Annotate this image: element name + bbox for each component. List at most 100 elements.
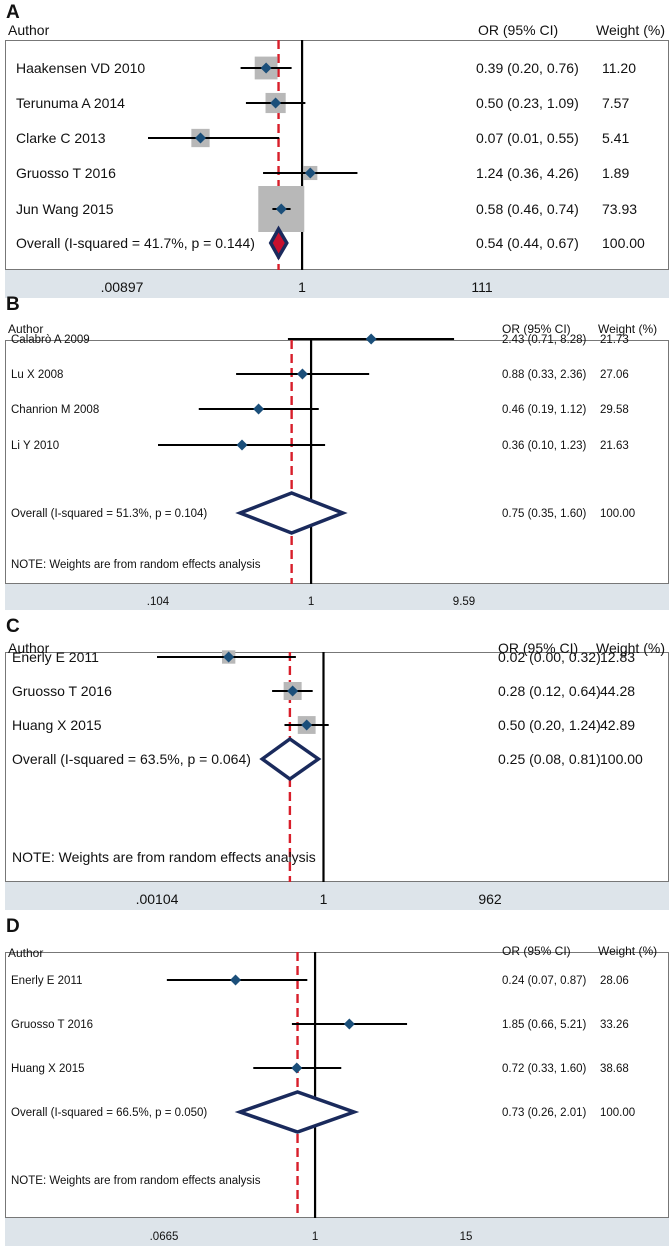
panel-letter: C bbox=[6, 616, 20, 637]
weight-label: 5.41 bbox=[602, 130, 629, 146]
ci-label: 0.88 (0.33, 2.36) bbox=[502, 369, 587, 381]
ci-label: 0.28 (0.12, 0.64) bbox=[498, 683, 601, 699]
forest-plot-svg: Calabrò A 2009 2.43 (0.71, 8.28) 21.73 Lu X… bbox=[11, 333, 635, 608]
tick-label: .00897 bbox=[101, 279, 144, 295]
overall-ci-label: 0.75 (0.35, 1.60) bbox=[502, 508, 587, 520]
overall-diamond bbox=[268, 225, 289, 261]
study-label: Jun Wang 2015 bbox=[16, 201, 114, 217]
point-estimate-marker bbox=[304, 167, 316, 179]
axis-bar bbox=[5, 584, 669, 610]
weights-note: NOTE: Weights are from random effects an… bbox=[12, 849, 316, 865]
tick-label: 962 bbox=[478, 891, 502, 907]
study-label: Gruosso T 2016 bbox=[16, 165, 116, 181]
plot-area bbox=[5, 652, 669, 882]
ci-label: 1.85 (0.66, 5.21) bbox=[502, 1019, 587, 1031]
panel-letter: A bbox=[6, 2, 20, 23]
weight-label: 12.83 bbox=[600, 649, 635, 665]
weight-header: Weight (%) bbox=[598, 322, 658, 336]
forest-panel-d: D Author OR (95% CI) Weight (%) Enerly E… bbox=[0, 912, 671, 1248]
study-label: Gruosso T 2016 bbox=[11, 1019, 93, 1031]
overall-label: Overall (I-squared = 51.3%, p = 0.104) bbox=[11, 508, 207, 520]
overall-label: Overall (I-squared = 41.7%, p = 0.144) bbox=[16, 235, 255, 251]
weights-note: NOTE: Weights are from random effects an… bbox=[11, 1175, 261, 1187]
study-label: Clarke C 2013 bbox=[16, 130, 106, 146]
ci-label: 0.50 (0.23, 1.09) bbox=[476, 95, 579, 111]
study-label: Enerly E 2011 bbox=[11, 975, 82, 987]
tick-label: 9.59 bbox=[453, 596, 475, 608]
axis-bar bbox=[5, 1218, 669, 1246]
study-label: Enerly E 2011 bbox=[12, 649, 99, 665]
tick-label: 1 bbox=[298, 279, 306, 295]
weight-label: 11.20 bbox=[602, 60, 636, 76]
point-estimate-marker bbox=[343, 1018, 355, 1030]
panel-letter: B bbox=[6, 294, 20, 315]
overall-ci-label: 0.73 (0.26, 2.01) bbox=[502, 1107, 587, 1119]
plot-area bbox=[5, 340, 669, 584]
weight-label: 7.57 bbox=[602, 95, 629, 111]
weight-label: 1.89 bbox=[602, 165, 629, 181]
ci-label: 0.72 (0.33, 1.60) bbox=[502, 1063, 587, 1075]
tick-label: 15 bbox=[460, 1231, 473, 1243]
forest-plot-svg: Enerly E 2011 0.02 (0.00, 0.32) 12.83 Gruos… bbox=[12, 649, 643, 907]
weight-label: 21.73 bbox=[600, 334, 629, 346]
overall-weight-label: 100.00 bbox=[600, 508, 635, 520]
study-label: Li Y 2010 bbox=[11, 440, 59, 452]
point-estimate-marker bbox=[230, 974, 242, 986]
ci-label: 0.46 (0.19, 1.12) bbox=[502, 404, 587, 416]
point-estimate-marker bbox=[236, 439, 248, 451]
plot-area bbox=[5, 40, 669, 270]
study-label: Huang X 2015 bbox=[11, 1063, 85, 1075]
point-estimate-marker bbox=[296, 368, 308, 380]
or-header: OR (95% CI) bbox=[502, 322, 571, 336]
ci-label: 0.50 (0.20, 1.24) bbox=[498, 717, 601, 733]
overall-ci-label: 0.54 (0.44, 0.67) bbox=[476, 235, 579, 251]
overall-ci-label: 0.25 (0.08, 0.81) bbox=[498, 751, 601, 767]
overall-diamond bbox=[234, 1090, 360, 1134]
point-estimate-marker bbox=[260, 62, 272, 74]
ci-label: 0.36 (0.10, 1.23) bbox=[502, 440, 587, 452]
study-label: Gruosso T 2016 bbox=[12, 683, 112, 699]
point-estimate-marker bbox=[270, 97, 282, 109]
study-label: Lu X 2008 bbox=[11, 369, 63, 381]
study-label: Haakensen VD 2010 bbox=[16, 60, 145, 76]
weight-label: 27.06 bbox=[600, 369, 629, 381]
forest-plot-svg: Haakensen VD 2010 0.39 (0.20, 0.76) 11.20 T… bbox=[16, 40, 645, 295]
point-estimate-marker bbox=[194, 132, 206, 144]
study-label: Chanrion M 2008 bbox=[11, 404, 99, 416]
ci-label: 0.24 (0.07, 0.87) bbox=[502, 975, 587, 987]
ci-label: 0.02 (0.00, 0.32) bbox=[498, 649, 601, 665]
ci-label: 1.24 (0.36, 4.26) bbox=[476, 165, 579, 181]
weight-label: 73.93 bbox=[602, 201, 637, 217]
weight-label: 33.26 bbox=[600, 1019, 629, 1031]
forest-plot-svg: Enerly E 2011 0.24 (0.07, 0.87) 28.06 Gruos… bbox=[11, 952, 635, 1243]
overall-diamond bbox=[235, 491, 348, 535]
tick-label: .104 bbox=[147, 596, 170, 608]
tick-label: 1 bbox=[312, 1231, 318, 1243]
overall-label: Overall (I-squared = 63.5%, p = 0.064) bbox=[12, 751, 251, 767]
forest-panel-c: C Author OR (95% CI) Weight (%) Enerly E… bbox=[0, 612, 671, 912]
ci-label: 0.07 (0.01, 0.55) bbox=[476, 130, 579, 146]
study-label: Terunuma A 2014 bbox=[16, 95, 125, 111]
or-header: OR (95% CI) bbox=[478, 22, 559, 38]
weight-label: 44.28 bbox=[600, 683, 635, 699]
point-estimate-marker bbox=[223, 651, 235, 663]
point-estimate-marker bbox=[275, 203, 287, 215]
weight-header: Weight (%) bbox=[596, 22, 665, 38]
tick-label: 1 bbox=[308, 596, 314, 608]
ci-label: 2.43 (0.71, 8.28) bbox=[502, 334, 587, 346]
plot-area bbox=[5, 952, 669, 1218]
point-estimate-marker bbox=[287, 685, 299, 697]
or-header: OR (95% CI) bbox=[498, 640, 579, 656]
point-estimate-marker bbox=[365, 333, 377, 345]
tick-label: .0665 bbox=[150, 1231, 179, 1243]
panel-letter: D bbox=[6, 916, 20, 937]
author-header: Author bbox=[8, 322, 44, 336]
axis-bar bbox=[5, 270, 669, 298]
point-estimate-marker bbox=[291, 1062, 303, 1074]
tick-label: 1 bbox=[320, 891, 328, 907]
weight-label: 28.06 bbox=[600, 975, 629, 987]
weight-header: Weight (%) bbox=[596, 640, 665, 656]
point-estimate-marker bbox=[301, 719, 313, 731]
axis-bar bbox=[5, 882, 669, 910]
overall-weight-label: 100.00 bbox=[600, 1107, 635, 1119]
